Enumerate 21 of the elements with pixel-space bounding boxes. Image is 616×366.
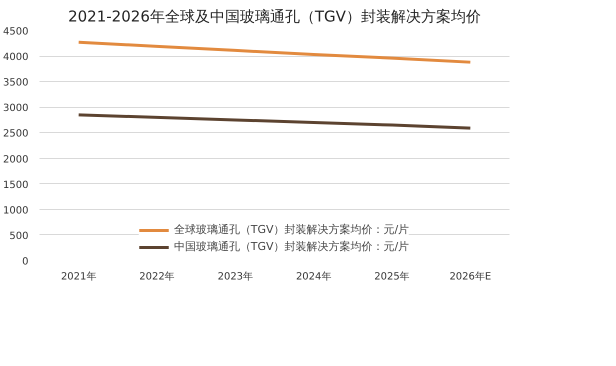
x-tick-label: 2022年 bbox=[139, 270, 175, 282]
y-tick-label: 1000 bbox=[3, 205, 29, 216]
y-tick-label: 1500 bbox=[3, 180, 29, 191]
line-series bbox=[77, 113, 472, 130]
x-tick-label: 2025年 bbox=[374, 270, 410, 282]
y-tick-label: 3500 bbox=[3, 78, 29, 89]
y-tick-label: 4500 bbox=[3, 26, 29, 38]
legend-label: 全球玻璃通孔（TGV）封装解决方案均价：元/片 bbox=[174, 222, 410, 237]
x-tick-label: 2024年 bbox=[296, 270, 332, 282]
y-tick-label: 4000 bbox=[3, 52, 29, 64]
y-tick-label: 0 bbox=[22, 256, 29, 268]
chart-title: 2021-2026年全球及中国玻璃通孔（TGV）封装解决方案均价 bbox=[68, 8, 481, 26]
legend-label: 中国玻璃通孔（TGV）封装解决方案均价：元/片 bbox=[174, 239, 410, 254]
y-tick-label: 500 bbox=[9, 230, 29, 242]
x-tick-label: 2023年 bbox=[218, 270, 254, 282]
x-tick-label: 2021年 bbox=[60, 270, 96, 282]
y-tick-label: 2000 bbox=[3, 154, 29, 166]
line-series bbox=[77, 40, 472, 64]
y-tick-label: 3000 bbox=[3, 103, 29, 114]
y-tick-label: 2500 bbox=[3, 128, 29, 140]
x-tick-label: 2026年E bbox=[449, 270, 492, 282]
